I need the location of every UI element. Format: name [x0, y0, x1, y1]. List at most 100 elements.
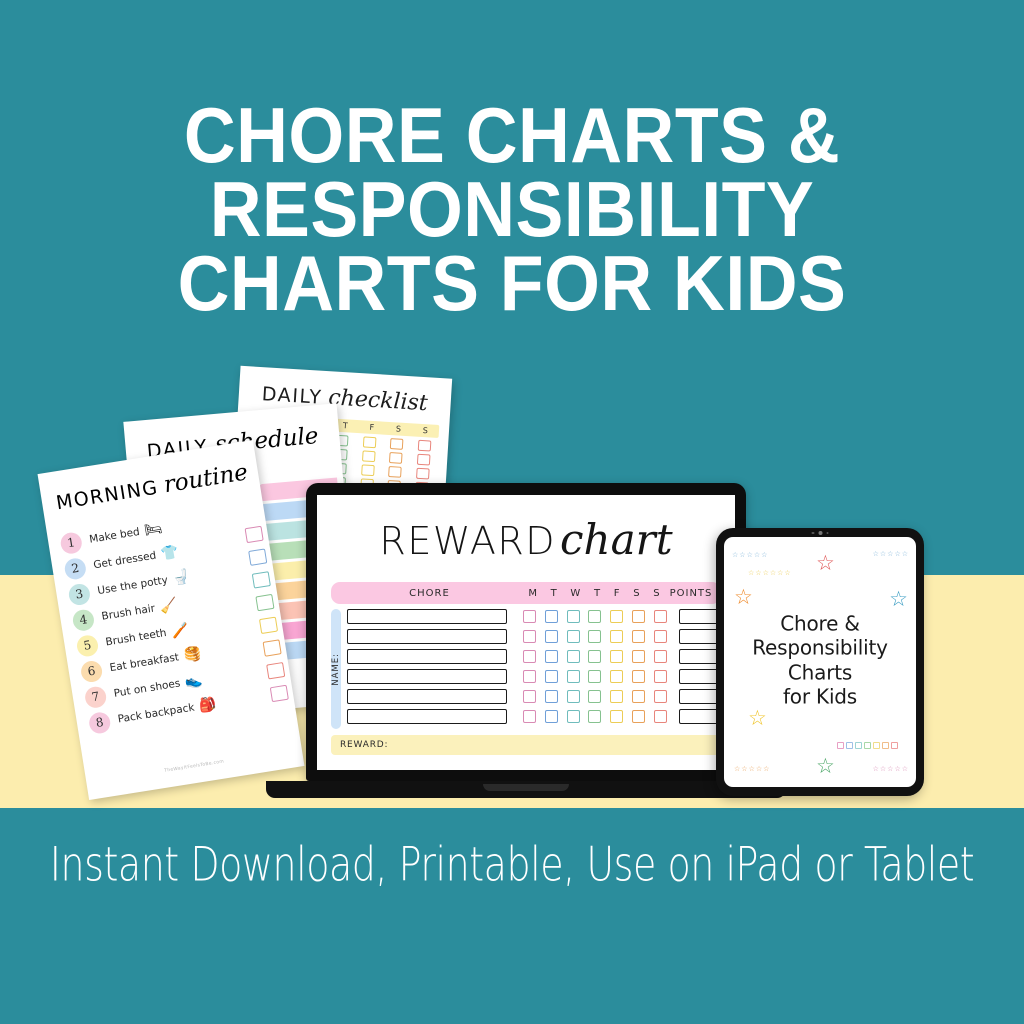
reward-day-checkbox[interactable] — [588, 650, 602, 663]
reward-day-checkbox[interactable] — [610, 650, 624, 663]
reward-day-checkbox[interactable] — [610, 610, 624, 623]
reward-day-checkbox[interactable] — [566, 670, 580, 683]
checklist-checkbox[interactable] — [361, 464, 375, 477]
routine-checkbox[interactable] — [248, 548, 268, 566]
reward-day-checkbox[interactable] — [653, 610, 667, 623]
reward-day-checkbox[interactable] — [588, 610, 602, 623]
checklist-checkbox[interactable] — [361, 450, 376, 463]
routine-checkbox[interactable] — [244, 525, 264, 544]
star-row-top-left: ☆ ☆ ☆ ☆ ☆ — [732, 552, 767, 559]
routine-item-label: Put on shoes — [112, 677, 182, 700]
routine-item-label: Get dressed — [92, 549, 157, 572]
star-icon: ☆ — [763, 765, 770, 773]
reward-day-checkbox[interactable] — [566, 690, 580, 703]
reward-footer: REWARD: — [331, 735, 721, 755]
reward-chart-row — [347, 689, 731, 704]
reward-day-checkbox[interactable] — [588, 670, 602, 683]
reward-day-checkbox[interactable] — [566, 630, 580, 643]
routine-checkbox[interactable] — [258, 616, 279, 635]
chore-input-box[interactable] — [347, 629, 507, 644]
reward-day-checkbox[interactable] — [523, 650, 537, 663]
chore-input-box[interactable] — [347, 609, 507, 624]
reward-day-checkbox[interactable] — [631, 630, 645, 643]
headline-line-1: CHORE CHARTS & — [183, 91, 841, 179]
reward-day-checkbox[interactable] — [610, 710, 624, 723]
shoe-icon: 👟 — [183, 671, 204, 691]
reward-day-checkbox[interactable] — [631, 670, 645, 683]
reward-day-checkbox[interactable] — [631, 650, 645, 663]
reward-label: REWARD: — [340, 740, 389, 750]
reward-header-day: F — [613, 587, 621, 599]
tablet-mockup: Chore & Responsibility Charts for Kids ☆… — [716, 528, 924, 796]
reward-day-checkbox[interactable] — [523, 630, 537, 643]
routine-item-number: 7 — [83, 684, 108, 709]
checklist-checkbox[interactable] — [416, 453, 431, 466]
routine-checkbox[interactable] — [251, 571, 271, 589]
chore-input-box[interactable] — [347, 669, 507, 684]
chore-input-box[interactable] — [347, 689, 507, 704]
reward-day-checkbox[interactable] — [545, 670, 559, 683]
header-points: POINTS — [669, 587, 713, 599]
reward-day-checkbox[interactable] — [588, 690, 602, 703]
reward-day-checkbox[interactable] — [523, 710, 537, 723]
checklist-checkbox[interactable] — [417, 439, 432, 452]
reward-day-checkbox[interactable] — [631, 690, 645, 703]
checklist-checkbox[interactable] — [390, 438, 404, 450]
routine-checkbox[interactable] — [255, 593, 275, 612]
reward-day-checkbox[interactable] — [523, 670, 537, 683]
reward-day-checkbox[interactable] — [610, 670, 624, 683]
reward-day-checkbox[interactable] — [588, 630, 602, 643]
star-icon: ☆ — [784, 569, 791, 577]
routine-checkbox[interactable] — [266, 662, 286, 680]
checklist-checkbox[interactable] — [388, 466, 403, 478]
checklist-checkbox[interactable] — [389, 452, 403, 464]
reward-day-checkbox[interactable] — [566, 650, 580, 663]
reward-day-checkbox[interactable] — [545, 710, 559, 723]
reward-day-checkbox[interactable] — [566, 610, 580, 623]
reward-chart-rows — [347, 609, 731, 729]
checklist-checkbox[interactable] — [362, 436, 377, 449]
routine-item-label: Brush teeth — [104, 626, 168, 649]
reward-day-checkbox[interactable] — [610, 690, 624, 703]
reward-day-checkbox[interactable] — [631, 610, 645, 623]
star-row-upper-mid: ☆ ☆ ☆ ☆ ☆ ☆ — [748, 570, 791, 577]
reward-day-checkbox[interactable] — [653, 690, 667, 703]
reward-day-checkbox[interactable] — [653, 710, 667, 723]
star-icon: ☆ — [872, 765, 879, 773]
checklist-checkbox[interactable] — [415, 467, 430, 480]
routine-item-number: 3 — [67, 582, 92, 607]
reward-day-checkbox[interactable] — [545, 630, 559, 643]
reward-day-checkbox[interactable] — [545, 650, 559, 663]
reward-header-day: S — [633, 587, 641, 599]
name-column: NAME: — [331, 609, 341, 729]
reward-day-boxes — [519, 610, 671, 623]
checklist-day-label: S — [422, 426, 429, 436]
cover-line-3: Charts — [787, 660, 853, 685]
reward-day-checkbox[interactable] — [545, 610, 559, 623]
reward-day-checkbox[interactable] — [545, 690, 559, 703]
reward-day-checkbox[interactable] — [653, 630, 667, 643]
reward-day-checkbox[interactable] — [631, 710, 645, 723]
routine-item-label: Eat breakfast — [108, 651, 180, 675]
routine-checkbox[interactable] — [262, 639, 282, 657]
star-icon: ☆ — [887, 765, 894, 773]
reward-day-checkbox[interactable] — [653, 670, 667, 683]
checklist-title-script: checklist — [327, 385, 429, 417]
star-row-top-right: ☆ ☆ ☆ ☆ ☆ — [873, 551, 908, 558]
laptop-trackpad-notch — [483, 784, 569, 791]
routine-checkbox[interactable] — [269, 684, 289, 703]
toilet-icon: 🚽 — [171, 568, 192, 588]
reward-day-checkbox[interactable] — [523, 690, 537, 703]
chore-input-box[interactable] — [347, 709, 507, 724]
reward-day-checkbox[interactable] — [610, 630, 624, 643]
reward-header-day: S — [653, 587, 661, 599]
chore-input-box[interactable] — [347, 649, 507, 664]
bed-icon: 🛏 — [143, 520, 164, 539]
reward-day-checkbox[interactable] — [588, 710, 602, 723]
reward-day-checkbox[interactable] — [523, 610, 537, 623]
reward-day-checkbox[interactable] — [566, 710, 580, 723]
reward-day-checkbox[interactable] — [653, 650, 667, 663]
